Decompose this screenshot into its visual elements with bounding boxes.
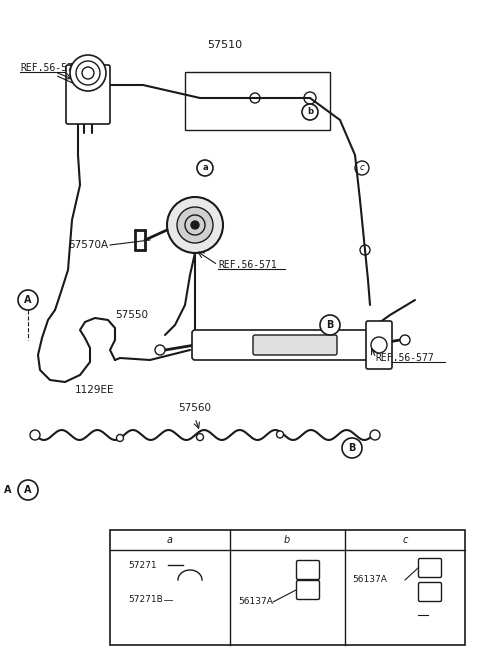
Circle shape <box>184 596 192 604</box>
Text: 56137A: 56137A <box>238 598 273 607</box>
Text: A: A <box>4 485 12 495</box>
Circle shape <box>70 55 106 91</box>
FancyBboxPatch shape <box>66 65 110 124</box>
Text: a: a <box>202 163 208 173</box>
FancyBboxPatch shape <box>297 581 320 600</box>
Circle shape <box>276 431 284 438</box>
Circle shape <box>185 583 194 592</box>
Circle shape <box>30 430 40 440</box>
Text: A: A <box>24 485 32 495</box>
Text: b: b <box>284 535 290 545</box>
Text: b: b <box>307 108 313 117</box>
Circle shape <box>191 221 199 229</box>
Circle shape <box>428 611 436 619</box>
Circle shape <box>400 335 410 345</box>
Text: c: c <box>360 163 364 173</box>
Text: 56137A: 56137A <box>352 575 387 584</box>
Circle shape <box>280 533 294 547</box>
FancyBboxPatch shape <box>192 330 373 360</box>
Circle shape <box>167 197 223 253</box>
Bar <box>110 530 465 645</box>
FancyBboxPatch shape <box>366 321 392 369</box>
Text: c: c <box>402 535 408 545</box>
Text: a: a <box>167 535 173 545</box>
FancyBboxPatch shape <box>419 558 442 577</box>
Circle shape <box>177 207 213 243</box>
FancyBboxPatch shape <box>297 560 320 579</box>
Circle shape <box>302 104 318 120</box>
Text: 57550: 57550 <box>116 310 148 320</box>
Circle shape <box>18 480 38 500</box>
Text: REF.56-571: REF.56-571 <box>20 63 79 73</box>
Circle shape <box>18 290 38 310</box>
Text: B: B <box>348 443 356 453</box>
Text: REF.56-571: REF.56-571 <box>218 260 277 270</box>
Circle shape <box>183 560 193 570</box>
FancyBboxPatch shape <box>419 583 442 602</box>
Text: 57271: 57271 <box>128 560 156 569</box>
Circle shape <box>163 533 177 547</box>
Text: REF.56-577: REF.56-577 <box>375 353 434 363</box>
Circle shape <box>320 315 340 335</box>
Text: B: B <box>326 320 334 330</box>
Text: 1129EE: 1129EE <box>75 385 115 395</box>
Circle shape <box>370 430 380 440</box>
Text: 57560: 57560 <box>179 403 212 413</box>
Circle shape <box>117 434 123 441</box>
Bar <box>185 72 330 130</box>
Circle shape <box>155 345 165 355</box>
Circle shape <box>197 160 213 176</box>
Circle shape <box>398 533 412 547</box>
Text: ──: ── <box>163 596 173 604</box>
Text: 57570A: 57570A <box>68 240 108 250</box>
Text: 57271B: 57271B <box>128 596 163 604</box>
FancyBboxPatch shape <box>253 335 337 355</box>
Text: 57510: 57510 <box>207 40 242 50</box>
Circle shape <box>196 434 204 441</box>
Circle shape <box>342 438 362 458</box>
Text: A: A <box>24 295 32 305</box>
